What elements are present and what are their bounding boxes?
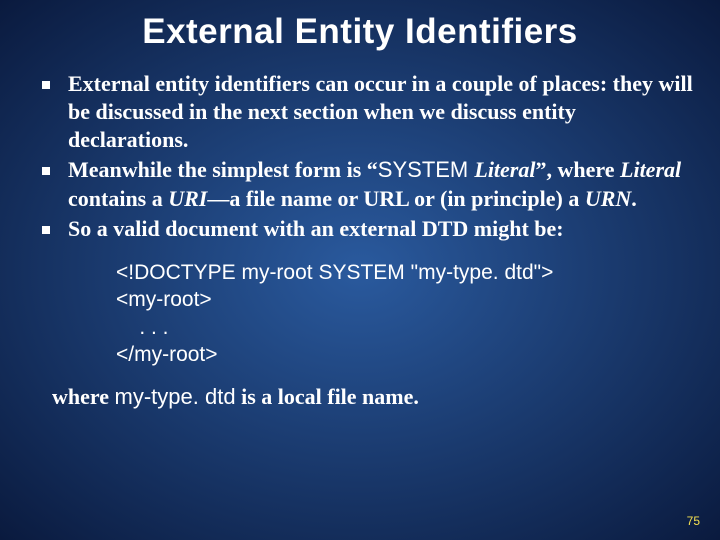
code-line: . . .: [116, 316, 169, 339]
slide-container: External Entity Identifiers External ent…: [0, 0, 720, 540]
bullet-text: External entity identifiers can occur in…: [68, 71, 693, 152]
slide-title: External Entity Identifiers: [24, 12, 696, 52]
bullet-text-part: —a file name or URL or (in principle) a: [207, 186, 584, 211]
page-number: 75: [687, 514, 700, 528]
bullet-text-part: contains a: [68, 186, 168, 211]
bullet-item: External entity identifiers can occur in…: [42, 70, 696, 154]
bullet-item: Meanwhile the simplest form is “SYSTEM L…: [42, 156, 696, 212]
closing-text: where my-type. dtd is a local file name.: [52, 384, 696, 410]
bullet-text: So a valid document with an external DTD…: [68, 216, 564, 241]
italic-term: Literal: [474, 157, 535, 182]
closing-part: is a local file name.: [236, 384, 419, 409]
italic-term: URI: [168, 186, 207, 211]
italic-term: Literal: [620, 157, 681, 182]
filename: my-type. dtd: [115, 384, 236, 409]
code-block: <!DOCTYPE my-root SYSTEM "my-type. dtd">…: [116, 259, 696, 368]
code-line: </my-root>: [116, 343, 218, 366]
italic-term: URN: [585, 186, 631, 211]
code-line: <my-root>: [116, 288, 212, 311]
bullet-list: External entity identifiers can occur in…: [24, 70, 696, 243]
code-inline: SYSTEM: [378, 157, 475, 182]
code-line: <!DOCTYPE my-root SYSTEM "my-type. dtd">: [116, 261, 553, 284]
bullet-item: So a valid document with an external DTD…: [42, 215, 696, 243]
closing-part: where: [52, 384, 115, 409]
bullet-text-part: Meanwhile the simplest form is “: [68, 157, 378, 182]
bullet-text-part: ”, where: [535, 157, 620, 182]
bullet-text-part: .: [631, 186, 637, 211]
